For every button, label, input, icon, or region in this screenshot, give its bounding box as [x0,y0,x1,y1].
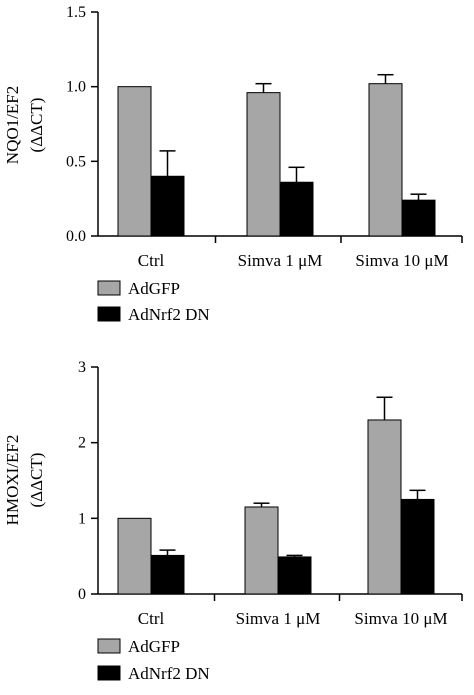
y-tick-label: 0.5 [66,153,86,170]
x-tick-label: Simva 1 μM [238,251,323,270]
bar [117,517,152,595]
legend-swatch [97,280,121,296]
legend-label: AdNrf2 DN [128,664,210,683]
bar [368,83,403,237]
y-tick-label: 0.0 [66,228,86,245]
legend-label: AdNrf2 DN [128,305,210,324]
x-tick-label: Ctrl [138,609,165,628]
hmox1-chart: 0 1 2 3 HMOXI/EF2 (ΔΔCT) Ctrl Simva 1 μM Simva 1… [3,359,463,683]
legend-swatch [97,306,121,322]
legend-label: AdGFP [128,637,180,656]
y-tick-label: 2 [78,435,86,452]
y-tick-label: 1.0 [66,79,86,96]
y-axis-label: NQO1/EF2 [3,86,22,164]
y-tick-label: 1 [78,510,86,527]
legend-label: AdGFP [128,279,180,298]
x-tick-label: Simva 10 μM [355,251,448,270]
bar [244,506,279,595]
bar [150,175,185,237]
bar [277,556,312,595]
x-tick-label: Simva 1 μM [236,609,321,628]
nqo1-chart: 0.0 0.5 1.0 1.5 NQO1/EF2 (ΔΔCT) Ctrl Simva 1 μM… [3,4,463,324]
y-axis-label: HMOXI/EF2 [3,435,22,526]
y-tick-label: 3 [78,359,86,376]
bar [279,181,314,237]
bar [367,419,402,595]
y-axis-label: (ΔΔCT) [27,453,46,508]
bar [150,554,185,595]
legend-swatch [97,665,121,681]
y-tick-label: 0 [78,586,86,603]
legend-swatch [97,638,121,654]
y-axis-label: (ΔΔCT) [27,98,46,153]
x-tick-label: Simva 10 μM [354,609,447,628]
bar [400,498,435,595]
bar [401,199,436,237]
y-tick-label: 1.5 [66,4,86,21]
bar [117,86,152,237]
bar [246,92,281,237]
x-tick-label: Ctrl [138,251,165,270]
